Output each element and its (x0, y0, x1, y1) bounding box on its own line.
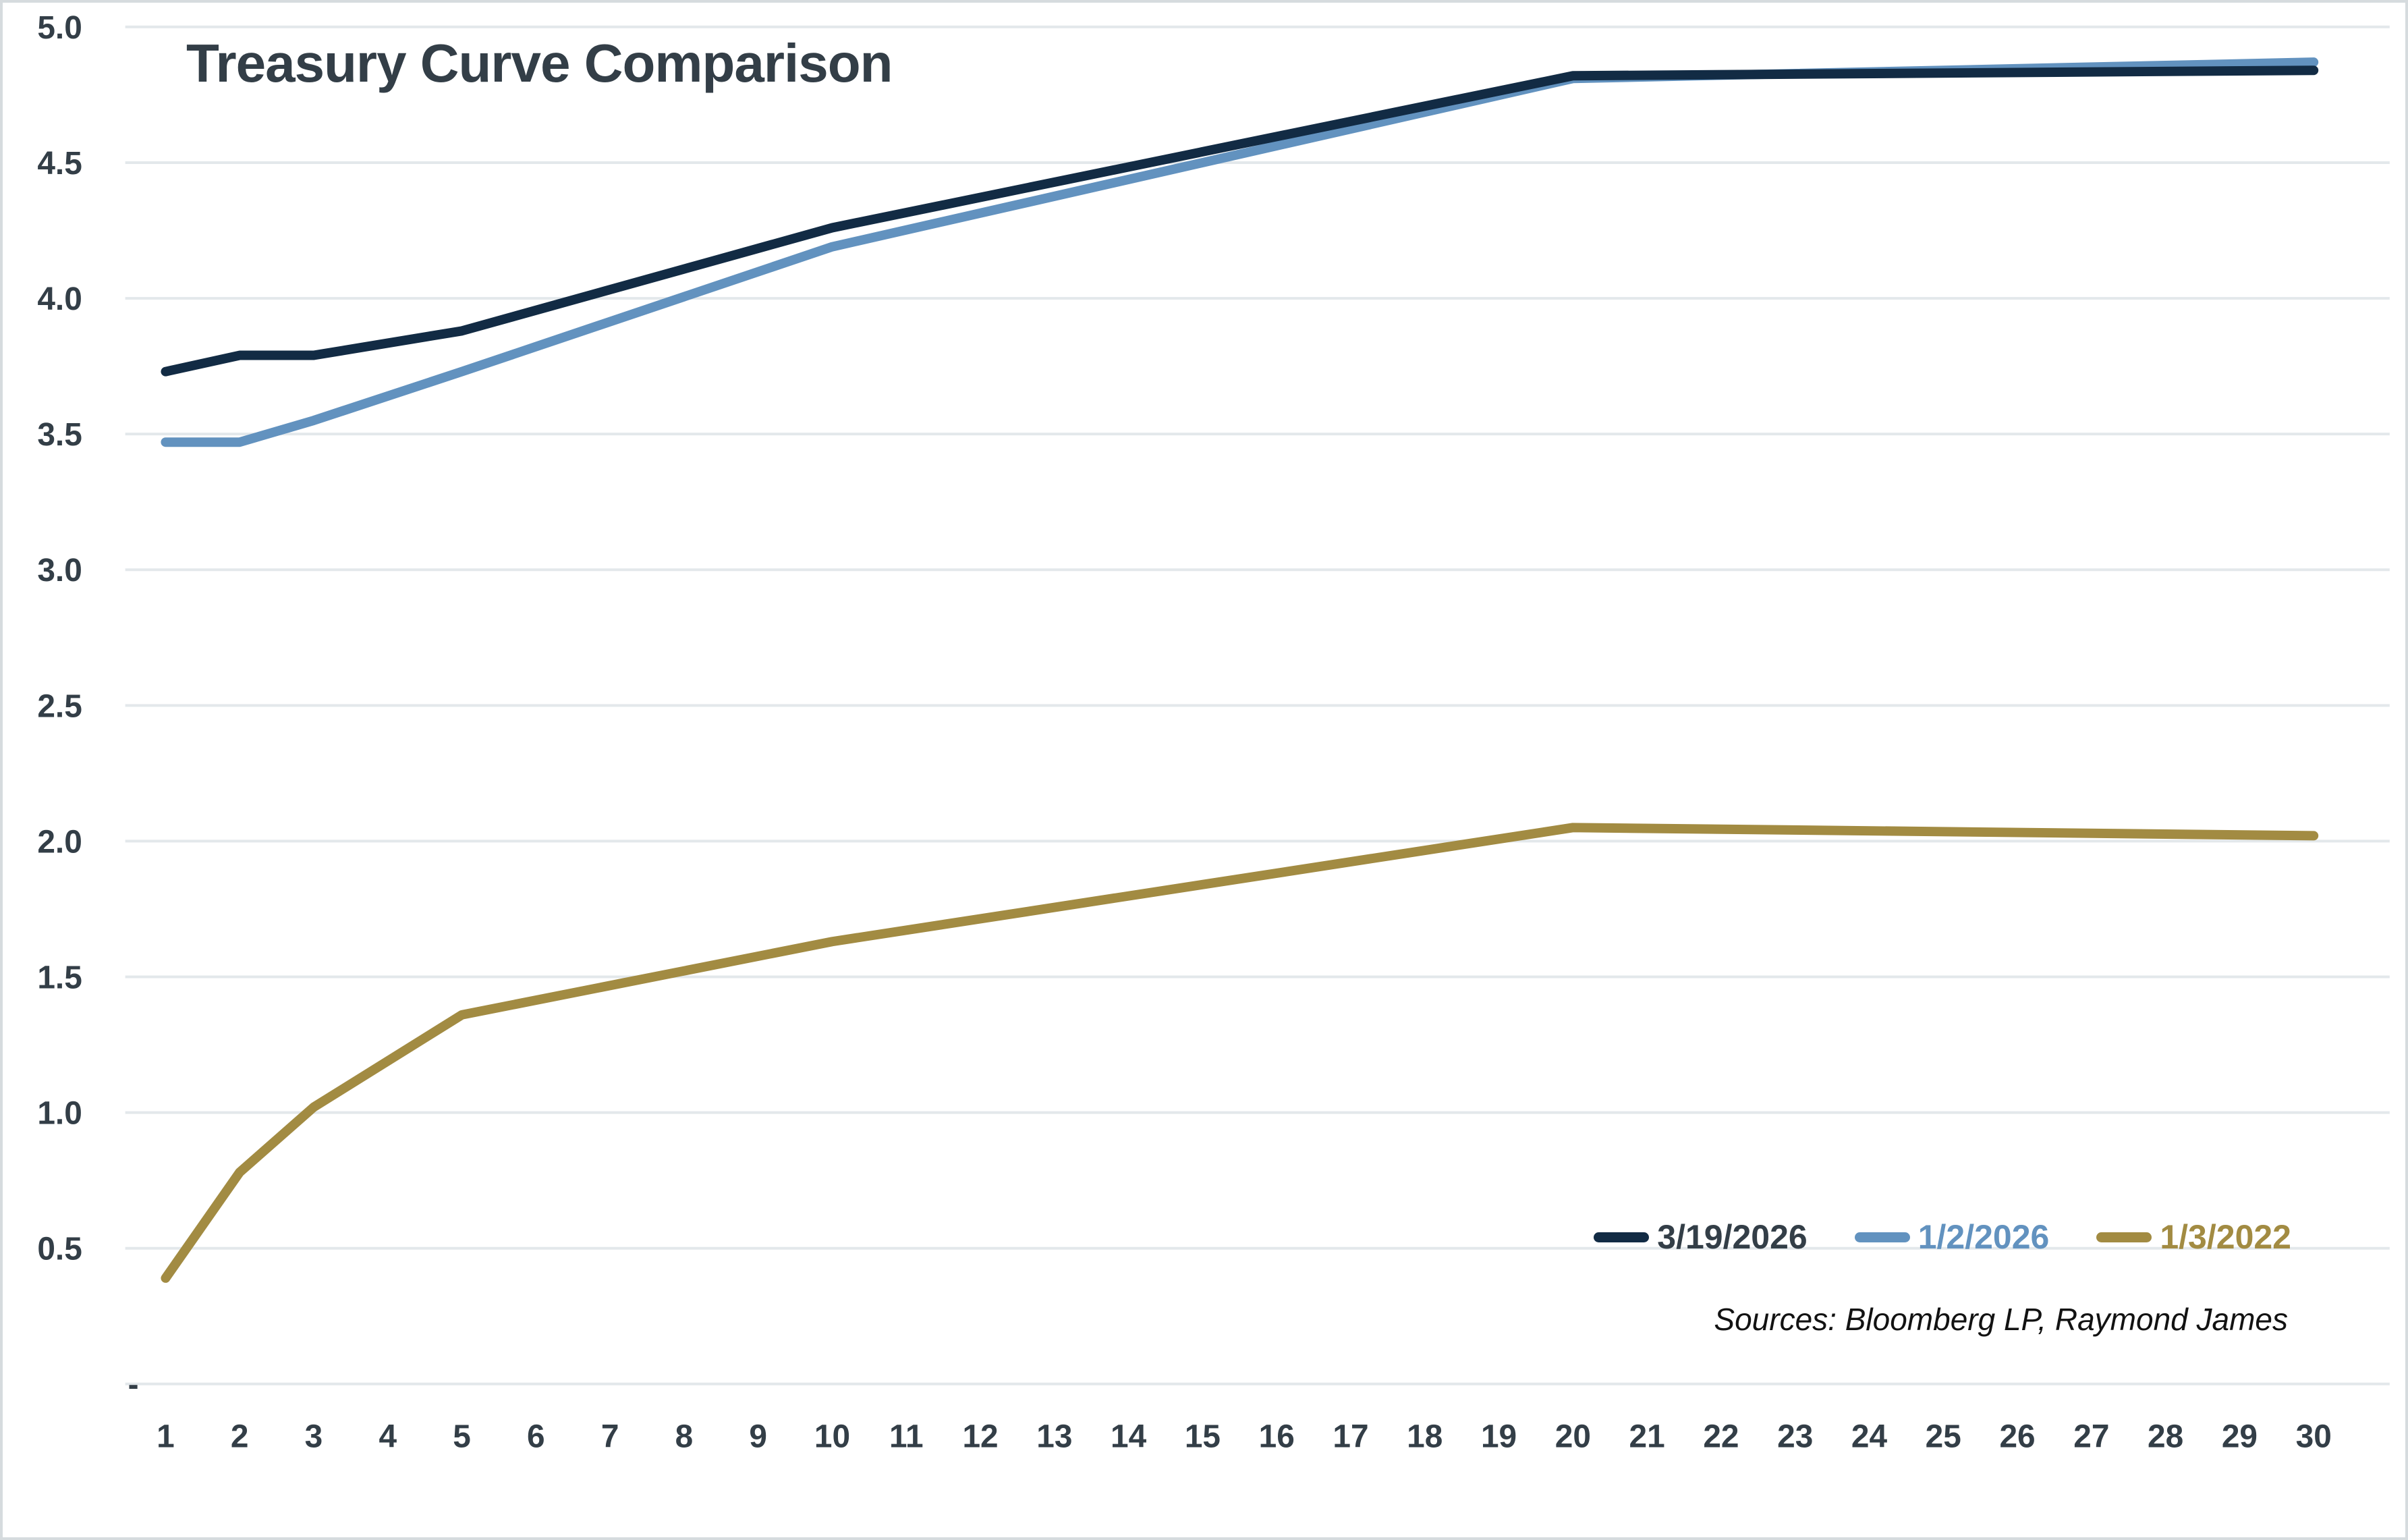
x-axis-tick-label: 13 (1036, 1419, 1072, 1454)
x-axis-tick-label: 9 (749, 1419, 767, 1454)
y-axis-tick-label: 0.5 (37, 1232, 82, 1267)
y-axis-tick-label: 4.0 (37, 281, 82, 317)
legend-swatch-gold (2096, 1232, 2152, 1242)
legend-label-series-1: 1/2/2026 (1917, 1218, 2050, 1256)
y-axis-tick-label: 4.5 (37, 146, 82, 182)
x-axis-tick-label: 4 (379, 1419, 397, 1454)
legend-swatch-navy (1594, 1232, 1650, 1242)
x-axis-tick-label: 8 (675, 1419, 694, 1454)
x-axis-tick-label: 28 (2148, 1419, 2183, 1454)
y-axis-tick-label: 2.5 (37, 688, 82, 724)
x-axis-tick-label: 12 (962, 1419, 998, 1454)
x-axis-tick-label: 21 (1629, 1419, 1665, 1454)
y-axis-tick-label: 3.0 (37, 553, 82, 588)
x-axis-tick-label: 10 (814, 1419, 850, 1454)
chart-title: Treasury Curve Comparison (186, 33, 893, 93)
x-axis-tick-label: 16 (1259, 1419, 1295, 1454)
legend-swatch-blue (1854, 1232, 1910, 1242)
x-axis-tick-label: 7 (601, 1419, 619, 1454)
x-axis-tick-label: 17 (1333, 1419, 1368, 1454)
x-axis-tick-label: 27 (2073, 1419, 2109, 1454)
x-axis-tick-label: 23 (1777, 1419, 1813, 1454)
legend-item-series-0: 3/19/2026 (1594, 1217, 1808, 1257)
treasury-curve-plot-area: 5.04.54.03.53.02.52.01.51.00.5-1 2 3 4 5 6 7 8 9… (37, 10, 2390, 1454)
x-axis-tick-label: 19 (1481, 1419, 1517, 1454)
x-axis-tick-label: 6 (527, 1419, 545, 1454)
y-axis-tick-label: 3.5 (37, 417, 82, 453)
x-axis-tick-label: 5 (453, 1419, 471, 1454)
x-axis-tick-label: 2 (231, 1419, 249, 1454)
x-axis-tick-label: 29 (2222, 1419, 2258, 1454)
legend-label-series-2: 1/3/2022 (2160, 1218, 2291, 1256)
legend: 3/19/2026 1/2/2026 1/3/2022 (1594, 1217, 2291, 1257)
legend-label-series-0: 3/19/2026 (1657, 1218, 1808, 1256)
x-axis-tick-label: 26 (1999, 1419, 2035, 1454)
legend-item-series-2: 1/3/2022 (2096, 1217, 2291, 1257)
y-axis-tick-label: 1.5 (37, 960, 82, 995)
y-axis-tick-label: - (128, 1367, 139, 1403)
x-axis-tick-label: 22 (1703, 1419, 1739, 1454)
x-axis-tick-label: 1 (157, 1419, 175, 1454)
x-axis-tick-label: 24 (1851, 1419, 1888, 1454)
x-axis-tick-label: 11 (889, 1419, 924, 1454)
x-axis-tick-label: 20 (1555, 1419, 1591, 1454)
x-axis-tick-label: 18 (1407, 1419, 1443, 1454)
y-axis-tick-label: 5.0 (37, 10, 82, 46)
y-axis-tick-label: 2.0 (37, 824, 82, 860)
x-axis-tick-label: 15 (1185, 1419, 1221, 1454)
x-axis-tick-label: 25 (1926, 1419, 1961, 1454)
y-axis-tick-label: 1.0 (37, 1096, 82, 1132)
series-line-1-2-2026 (161, 57, 2319, 447)
legend-item-series-1: 1/2/2026 (1854, 1217, 2050, 1257)
series-line-1-3-2022 (161, 823, 2319, 1283)
series-line-3-19-2026 (161, 65, 2319, 377)
x-axis-tick-label: 3 (305, 1419, 323, 1454)
source-note: Sources: Bloomberg LP, Raymond James (1714, 1302, 2288, 1337)
x-axis-tick-label: 30 (2296, 1419, 2332, 1454)
x-axis-tick-label: 14 (1111, 1419, 1147, 1454)
